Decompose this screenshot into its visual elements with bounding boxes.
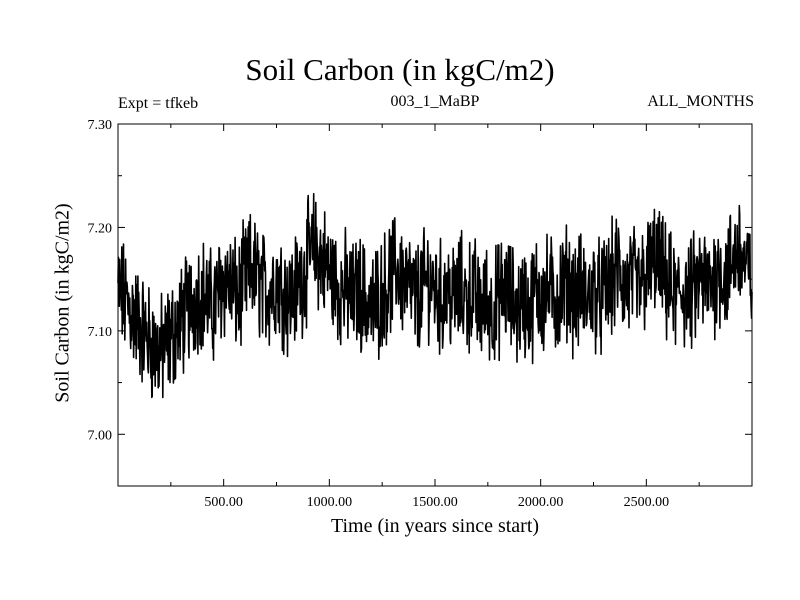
- y-tick-label: 7.30: [88, 118, 113, 133]
- x-axis-label: Time (in years since start): [330, 515, 540, 537]
- series-line: [117, 192, 753, 399]
- x-tick-label: 2500.00: [624, 495, 670, 510]
- x-tick-label: 2000.00: [518, 495, 564, 510]
- x-tick-label: 1500.00: [412, 495, 458, 510]
- months-label: ALL_MONTHS: [647, 93, 754, 110]
- y-tick-label: 7.10: [88, 325, 113, 340]
- chart-title: Soil Carbon (in kgC/m2): [245, 52, 555, 87]
- x-tick-label: 1000.00: [307, 495, 353, 510]
- x-tick-label: 500.00: [204, 495, 243, 510]
- y-tick-label: 7.20: [88, 221, 113, 236]
- y-tick-label: 7.00: [88, 428, 113, 443]
- experiment-label: Expt = tfkeb: [118, 95, 199, 112]
- chart-subtitle: 003_1_MaBP: [390, 93, 480, 110]
